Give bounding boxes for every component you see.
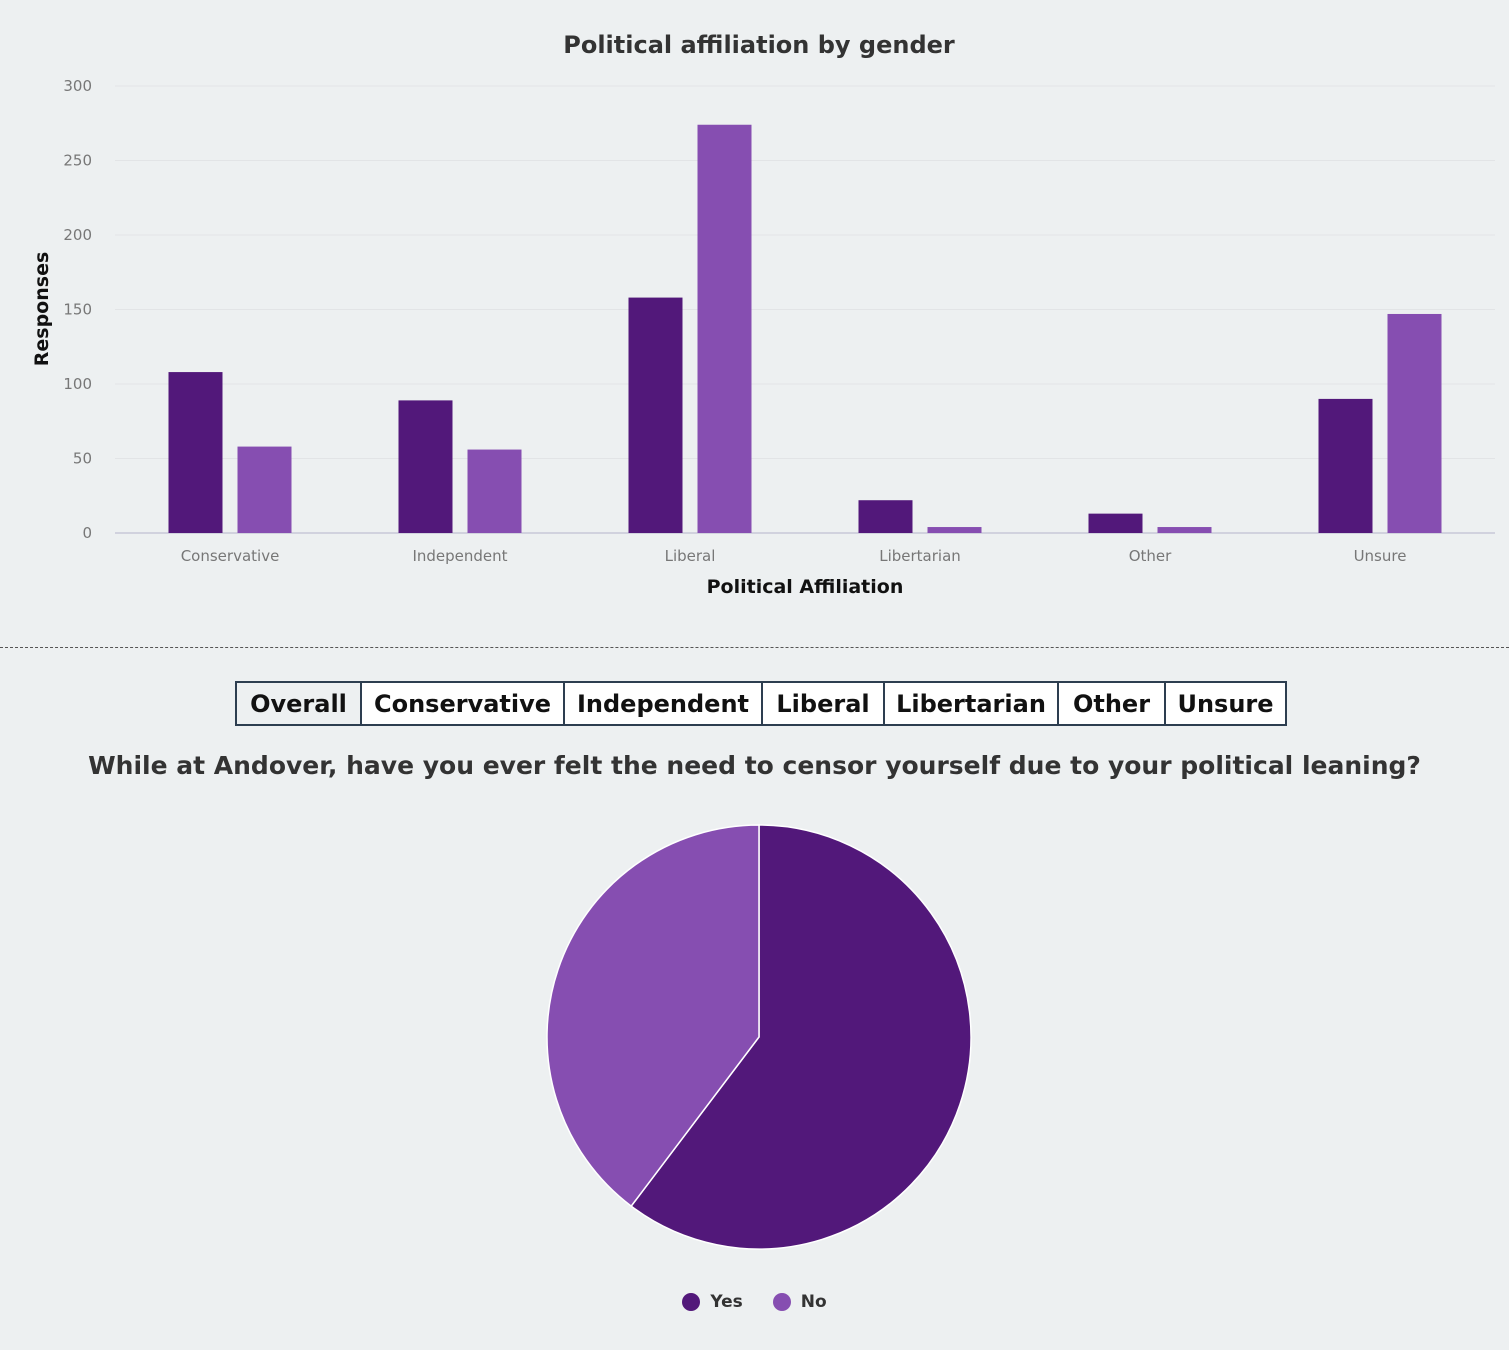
tab-independent[interactable]: Independent [563, 681, 763, 726]
bar-independent-0[interactable] [398, 400, 453, 533]
pie-chart-title: While at Andover, have you ever felt the… [88, 751, 1421, 780]
legend-label-yes: Yes [710, 1292, 743, 1312]
section-divider [0, 647, 1509, 648]
pie-chart [546, 824, 972, 1250]
legend-label-no: No [800, 1292, 827, 1312]
y-tick-label: 300 [63, 77, 92, 95]
pie-slice-no[interactable] [546, 824, 760, 1208]
tab-other[interactable]: Other [1057, 681, 1166, 726]
y-tick-label: 0 [82, 524, 92, 542]
y-tick-label: 200 [63, 226, 92, 244]
x-tick-label: Libertarian [879, 547, 961, 565]
legend-swatch-no [772, 1293, 791, 1311]
bar-libertarian-0[interactable] [858, 500, 913, 533]
bar-chart: Political affiliation by gender 0 50 100 15… [31, 31, 1495, 598]
bar-other-0[interactable] [1088, 513, 1143, 533]
bar-conservative-0[interactable] [168, 372, 223, 533]
bar-other-1[interactable] [1157, 527, 1212, 533]
tab-unsure[interactable]: Unsure [1164, 681, 1287, 726]
y-axis-label: Responses [31, 252, 53, 367]
legend-swatch-yes [682, 1293, 701, 1311]
bars [168, 124, 1442, 534]
affiliation-tabs: Overall Conservative Independent Liberal… [235, 681, 1287, 726]
y-tick-label: 150 [63, 301, 92, 319]
bar-liberal-1[interactable] [697, 124, 752, 534]
y-tick-label: 100 [63, 375, 92, 393]
bar-libertarian-1[interactable] [927, 527, 982, 533]
bar-unsure-1[interactable] [1387, 313, 1442, 533]
x-tick-label: Conservative [181, 547, 280, 565]
tab-overall[interactable]: Overall [235, 681, 362, 726]
y-tick-labels: 0 50 100 150 200 250 300 [63, 77, 92, 542]
tab-conservative[interactable]: Conservative [360, 681, 565, 726]
grid-lines [115, 85, 1495, 534]
bar-chart-title: Political affiliation by gender [563, 31, 955, 59]
bar-independent-1[interactable] [467, 449, 522, 533]
tab-liberal[interactable]: Liberal [761, 681, 885, 726]
x-axis-label: Political Affiliation [707, 576, 904, 598]
pie-slice-yes[interactable] [630, 824, 972, 1250]
bar-conservative-1[interactable] [237, 446, 292, 533]
x-tick-label: Independent [412, 547, 507, 565]
bar-unsure-0[interactable] [1318, 398, 1373, 533]
legend-item-no[interactable]: No [772, 1292, 827, 1312]
legend-item-yes[interactable]: Yes [682, 1292, 743, 1312]
y-tick-label: 250 [63, 152, 92, 170]
tab-libertarian[interactable]: Libertarian [883, 681, 1059, 726]
x-tick-label: Liberal [665, 547, 716, 565]
y-tick-label: 50 [73, 450, 92, 468]
pie-legend: Yes No [0, 1292, 1509, 1312]
bar-liberal-0[interactable] [628, 297, 683, 533]
x-tick-label: Other [1129, 547, 1172, 565]
x-tick-labels: Conservative Independent Liberal Libertaria… [181, 547, 1407, 565]
x-tick-label: Unsure [1354, 547, 1407, 565]
